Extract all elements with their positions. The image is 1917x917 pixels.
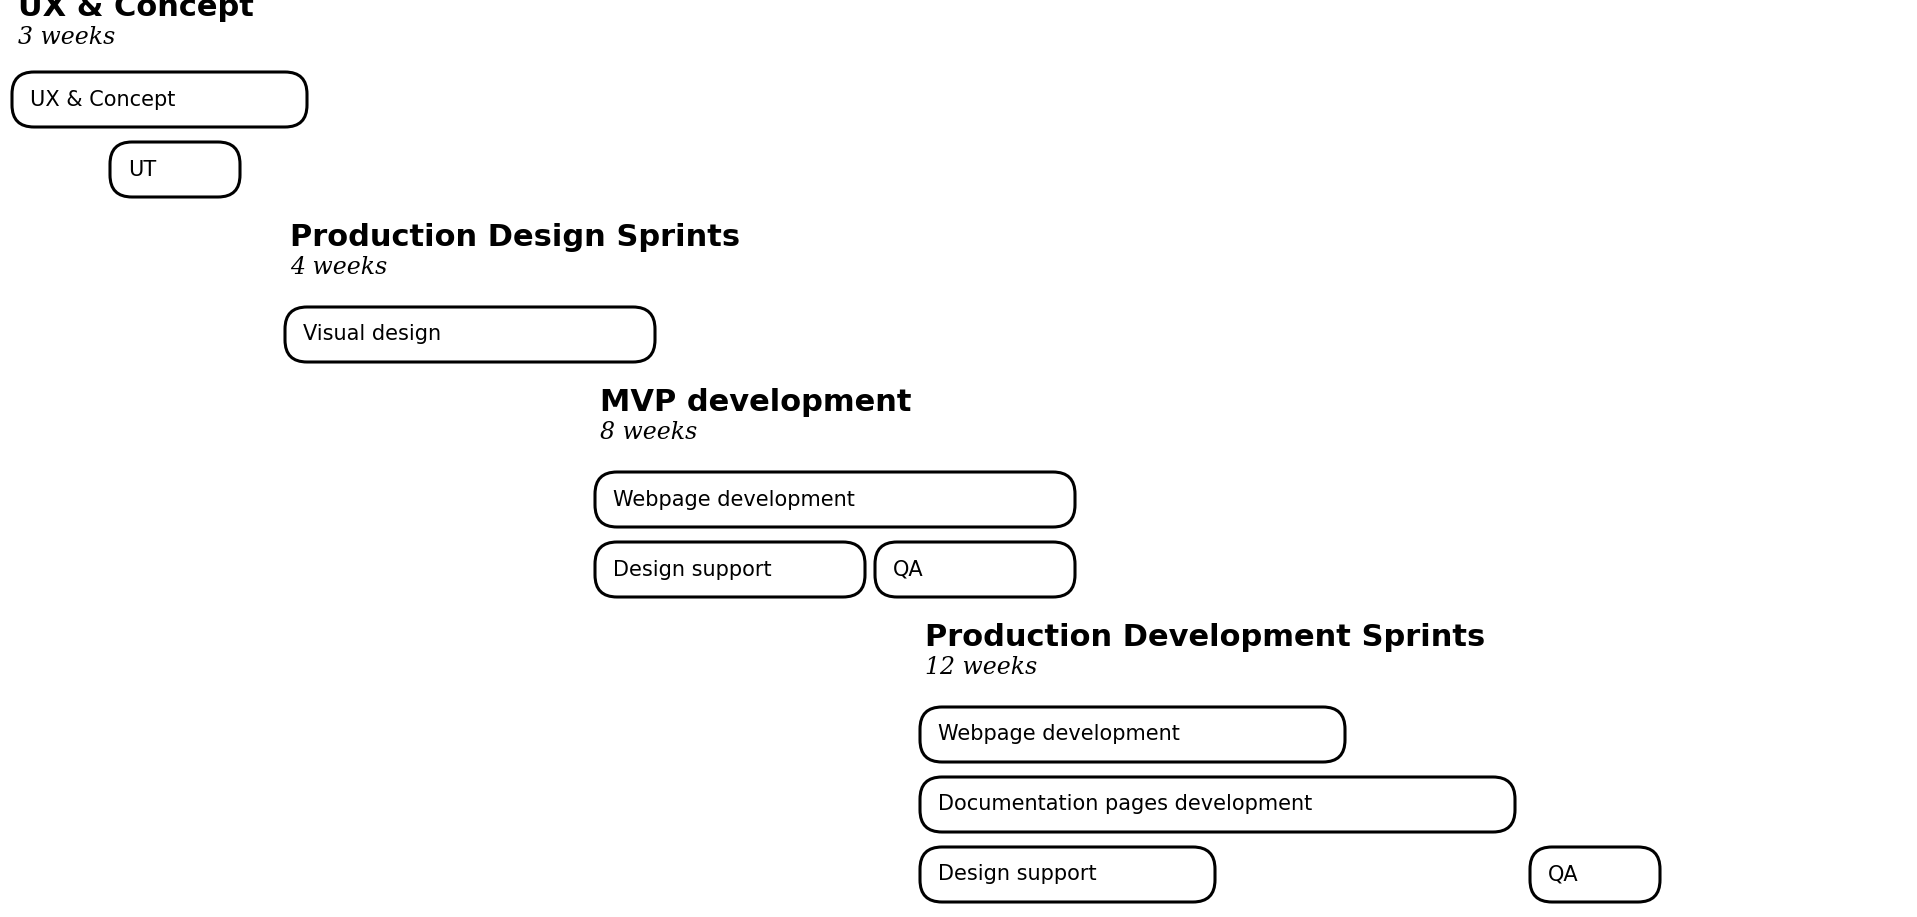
- FancyBboxPatch shape: [920, 777, 1514, 832]
- Text: 3 weeks: 3 weeks: [17, 26, 115, 49]
- FancyBboxPatch shape: [109, 142, 240, 197]
- Text: Webpage development: Webpage development: [613, 490, 855, 510]
- Text: Webpage development: Webpage development: [937, 724, 1179, 745]
- Text: QA: QA: [1549, 865, 1578, 885]
- FancyBboxPatch shape: [1530, 847, 1660, 902]
- Text: 12 weeks: 12 weeks: [926, 656, 1037, 679]
- Text: MVP development: MVP development: [600, 388, 911, 417]
- Text: 8 weeks: 8 weeks: [600, 421, 698, 444]
- Text: 4 weeks: 4 weeks: [289, 256, 387, 279]
- Text: Documentation pages development: Documentation pages development: [937, 794, 1313, 814]
- FancyBboxPatch shape: [920, 707, 1346, 762]
- Text: Design support: Design support: [613, 559, 773, 580]
- Text: UX & Concept: UX & Concept: [17, 0, 253, 22]
- Text: UX & Concept: UX & Concept: [31, 90, 174, 109]
- FancyBboxPatch shape: [874, 542, 1075, 597]
- Text: Visual design: Visual design: [303, 325, 441, 345]
- FancyBboxPatch shape: [12, 72, 307, 127]
- Text: QA: QA: [893, 559, 924, 580]
- Text: Design support: Design support: [937, 865, 1097, 885]
- Text: UT: UT: [128, 160, 157, 180]
- FancyBboxPatch shape: [286, 307, 656, 362]
- FancyBboxPatch shape: [594, 542, 865, 597]
- FancyBboxPatch shape: [594, 472, 1075, 527]
- Text: Production Design Sprints: Production Design Sprints: [289, 223, 740, 252]
- FancyBboxPatch shape: [920, 847, 1215, 902]
- Text: Production Development Sprints: Production Development Sprints: [926, 623, 1486, 652]
